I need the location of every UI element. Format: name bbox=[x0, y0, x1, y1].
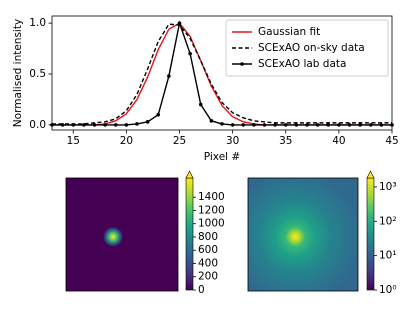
colorbar-tick-label: 10⁰ bbox=[379, 284, 397, 296]
colorbar-tick-label: 800 bbox=[198, 231, 218, 243]
marker bbox=[241, 123, 246, 127]
marker bbox=[220, 122, 224, 126]
x-tick-label: 25 bbox=[173, 135, 186, 147]
x-tick-label: 40 bbox=[332, 135, 345, 147]
marker bbox=[188, 51, 192, 56]
x-tick-label: 15 bbox=[67, 135, 80, 147]
legend-label: Gaussian fit bbox=[258, 26, 320, 38]
x-tick-label: 20 bbox=[120, 135, 133, 147]
marker bbox=[358, 123, 362, 127]
x-tick-label: 30 bbox=[226, 135, 239, 147]
marker bbox=[326, 123, 331, 127]
marker bbox=[113, 123, 118, 127]
marker bbox=[252, 123, 256, 127]
image-linear bbox=[65, 177, 179, 292]
marker bbox=[103, 123, 107, 127]
colorbar-tick-label: 400 bbox=[198, 257, 218, 269]
marker bbox=[82, 123, 86, 127]
colorbar bbox=[366, 177, 375, 291]
legend-marker bbox=[240, 62, 244, 66]
marker bbox=[337, 123, 341, 127]
colorbar-extend bbox=[366, 170, 375, 179]
marker bbox=[177, 21, 182, 25]
colorbar-tick-label: 1200 bbox=[198, 204, 225, 216]
legend-label: SCExAO on-sky data bbox=[258, 42, 365, 54]
colorbar-tick-label: 600 bbox=[198, 244, 218, 256]
image-log bbox=[247, 177, 359, 292]
colorbar-extend bbox=[185, 170, 194, 179]
colorbar-tick-label: 10² bbox=[379, 215, 397, 227]
colorbar-tick-label: 200 bbox=[198, 271, 218, 283]
marker bbox=[198, 102, 203, 107]
line-panel: Normalised intensity Pixel # bbox=[12, 19, 240, 163]
marker bbox=[294, 123, 299, 127]
marker bbox=[315, 123, 320, 127]
marker bbox=[50, 123, 54, 127]
colorbar bbox=[185, 177, 194, 291]
marker bbox=[305, 123, 309, 127]
y-tick-label: 0.5 bbox=[29, 68, 46, 80]
colorbar-tick-label: 0 bbox=[198, 284, 205, 296]
y-tick-label: 1.0 bbox=[29, 17, 46, 29]
marker bbox=[167, 74, 171, 78]
marker bbox=[124, 123, 129, 127]
marker bbox=[135, 122, 139, 126]
series-line bbox=[52, 23, 392, 125]
x-axis-label: Pixel # bbox=[204, 151, 240, 163]
marker bbox=[209, 119, 214, 123]
marker bbox=[273, 123, 277, 127]
colorbar-tick-label: 1000 bbox=[198, 218, 225, 230]
y-axis-label: Normalised intensity bbox=[12, 19, 24, 127]
marker bbox=[379, 123, 384, 127]
marker bbox=[283, 123, 288, 127]
marker bbox=[262, 123, 267, 127]
colorbar-tick-label: 1400 bbox=[198, 191, 225, 203]
legend-box bbox=[225, 19, 389, 77]
marker bbox=[145, 120, 150, 124]
colorbar-tick-label: 10³ bbox=[379, 181, 397, 193]
marker bbox=[390, 123, 394, 127]
marker bbox=[92, 123, 97, 127]
x-tick-label: 35 bbox=[279, 135, 292, 147]
x-tick-label: 45 bbox=[385, 135, 398, 147]
legend-label: SCExAO lab data bbox=[258, 58, 346, 70]
marker bbox=[60, 123, 65, 127]
marker bbox=[71, 123, 76, 127]
y-tick-label: 0.0 bbox=[29, 119, 46, 131]
colorbar-tick-label: 10¹ bbox=[379, 250, 397, 262]
marker bbox=[368, 123, 373, 127]
plot-frame bbox=[51, 15, 393, 131]
marker bbox=[156, 112, 161, 117]
marker bbox=[230, 123, 235, 127]
marker bbox=[347, 123, 352, 127]
